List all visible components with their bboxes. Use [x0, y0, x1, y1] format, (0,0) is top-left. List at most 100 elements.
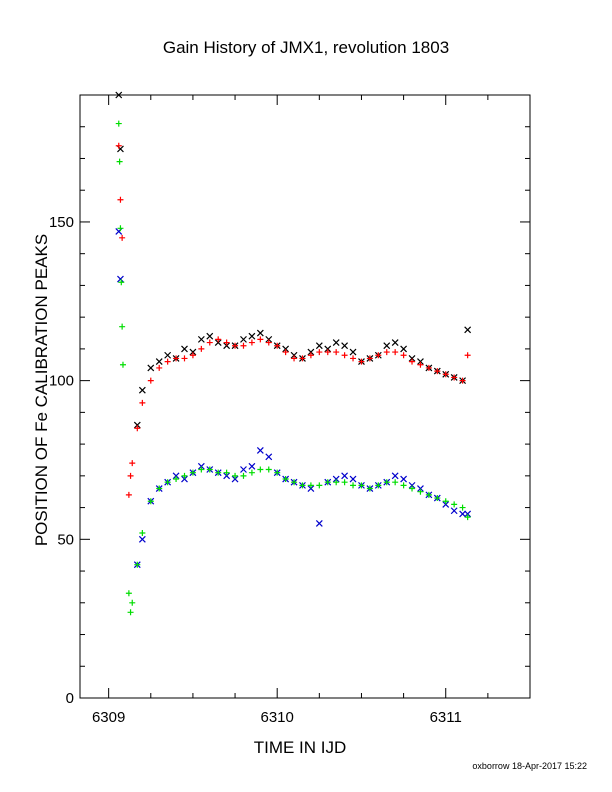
data-point-series-1 — [307, 348, 315, 356]
data-point-series-2 — [240, 342, 247, 349]
data-point-series-4 — [291, 479, 298, 486]
data-point-series-4 — [392, 479, 399, 486]
plot-frame — [79, 94, 531, 699]
data-point-series-2 — [459, 377, 466, 384]
data-point-series-1 — [324, 345, 332, 353]
data-point-series-2 — [223, 339, 230, 346]
data-point-series-3 — [341, 472, 349, 480]
data-point-series-2 — [375, 352, 382, 359]
data-point-series-1 — [341, 342, 349, 350]
y-tick-label: 50 — [57, 531, 74, 548]
y-tick-label: 150 — [49, 214, 74, 231]
data-point-series-3 — [417, 485, 424, 492]
data-point-series-1 — [223, 342, 231, 350]
data-point-series-4 — [198, 466, 205, 473]
data-point-series-4 — [333, 479, 340, 486]
data-point-series-2 — [119, 234, 126, 241]
data-point-series-2 — [274, 342, 281, 349]
data-point-series-3 — [450, 507, 458, 515]
data-point-series-4 — [299, 482, 306, 489]
data-point-series-4 — [119, 323, 126, 330]
data-point-series-2 — [316, 349, 323, 356]
data-point-series-4 — [257, 466, 264, 473]
data-point-series-2 — [409, 358, 416, 365]
data-point-series-3 — [442, 500, 450, 508]
data-point-series-3 — [315, 520, 323, 527]
data-point-series-2 — [392, 349, 399, 356]
data-point-series-4 — [139, 529, 146, 536]
x-tick-label: 6309 — [92, 709, 125, 726]
data-point-series-4 — [173, 476, 180, 483]
data-point-series-1 — [214, 339, 222, 346]
data-point-series-3 — [181, 475, 188, 483]
data-point-series-1 — [315, 342, 323, 350]
data-point-series-4 — [119, 361, 126, 368]
data-point-series-4 — [215, 469, 222, 476]
data-point-series-4 — [417, 488, 424, 495]
data-point-series-3 — [307, 485, 315, 492]
data-points — [115, 91, 472, 616]
data-point-series-3 — [391, 472, 399, 480]
axis-tick-labels: 0 50 100 150 6309 6310 6311 — [49, 214, 462, 726]
data-point-series-4 — [181, 472, 188, 479]
data-point-series-2 — [248, 339, 255, 346]
data-point-series-4 — [125, 590, 132, 597]
data-point-series-2 — [434, 368, 441, 375]
data-point-series-4 — [134, 561, 141, 568]
data-point-series-2 — [383, 349, 390, 356]
data-point-series-2 — [232, 342, 239, 349]
data-point-series-4 — [189, 469, 196, 476]
data-point-series-2 — [299, 355, 306, 362]
data-point-series-4 — [248, 469, 255, 476]
data-point-series-2 — [198, 345, 205, 352]
y-tick-label: 100 — [49, 373, 74, 390]
data-point-series-1 — [417, 358, 424, 366]
data-point-series-2 — [206, 339, 213, 346]
data-point-series-4 — [316, 482, 323, 489]
data-point-series-2 — [464, 352, 471, 359]
data-point-series-3 — [349, 475, 357, 483]
data-point-series-3 — [240, 466, 247, 473]
data-point-series-2 — [129, 460, 136, 467]
data-point-series-3 — [138, 535, 146, 543]
data-point-series-4 — [307, 482, 314, 489]
data-point-series-2 — [215, 336, 222, 343]
data-point-series-2 — [125, 491, 132, 498]
data-point-series-1 — [155, 358, 163, 366]
data-point-series-3 — [117, 275, 124, 283]
data-point-series-2 — [358, 358, 365, 365]
x-tick-label: 6310 — [261, 709, 294, 726]
data-point-series-2 — [366, 355, 373, 362]
data-point-series-1 — [290, 351, 298, 359]
data-point-series-3 — [400, 475, 408, 483]
data-point-series-2 — [442, 371, 449, 378]
data-point-series-2 — [307, 352, 314, 359]
data-point-series-2 — [164, 358, 171, 365]
data-point-series-2 — [139, 399, 146, 406]
data-point-series-3 — [248, 462, 256, 470]
data-point-series-4 — [459, 504, 466, 511]
data-point-series-4 — [127, 609, 134, 616]
axis-ticks — [80, 94, 531, 699]
data-point-series-2 — [400, 352, 407, 359]
data-point-series-4 — [115, 120, 122, 127]
data-point-series-2 — [156, 364, 163, 371]
data-point-series-3 — [223, 472, 231, 480]
data-point-series-3 — [197, 462, 205, 470]
data-point-series-2 — [324, 349, 331, 356]
data-point-series-1 — [464, 326, 472, 334]
data-point-series-1 — [265, 335, 273, 343]
data-point-series-3 — [332, 475, 340, 483]
data-point-series-4 — [341, 479, 348, 486]
data-point-series-3 — [265, 453, 273, 461]
y-tick-label: 0 — [66, 690, 74, 707]
data-point-series-3 — [459, 510, 467, 518]
data-point-series-1 — [138, 386, 146, 394]
y-axis-label: POSITION OF Fe CALIBRATION PEAKS — [32, 234, 51, 546]
x-axis-label: TIME IN IJD — [254, 738, 347, 757]
chart-title: Gain History of JMX1, revolution 1803 — [163, 38, 449, 57]
data-point-series-1 — [133, 421, 141, 429]
data-point-series-4 — [117, 225, 124, 232]
data-point-series-2 — [117, 196, 124, 203]
